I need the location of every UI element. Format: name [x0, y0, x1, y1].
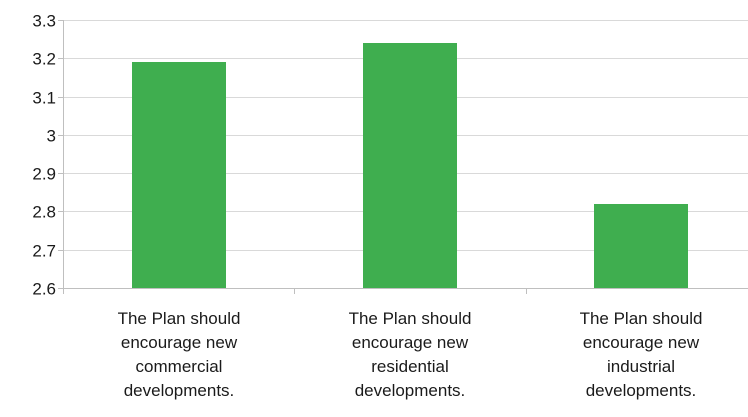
x-category-label-line: industrial [606, 357, 676, 376]
y-tick-label: 3 [47, 127, 56, 146]
bar [363, 43, 457, 288]
x-category-label-line: encourage new [120, 333, 238, 352]
y-tick-label: 2.6 [32, 280, 56, 299]
x-category-label-line: residential [371, 357, 449, 376]
x-category-label-line: developments. [585, 381, 697, 400]
x-category-label-line: The Plan should [579, 309, 703, 328]
y-tick-labels: 2.6 2.7 2.8 2.9 3 3.1 3.2 3.3 [32, 12, 56, 299]
x-category-label-line: developments. [123, 381, 235, 400]
x-category-label-line: The Plan should [348, 309, 472, 328]
x-category-label-line: The Plan should [117, 309, 241, 328]
y-tick-label: 2.7 [32, 242, 56, 261]
x-category-label-line: developments. [354, 381, 466, 400]
y-tick-label: 3.1 [32, 89, 56, 108]
bars [132, 43, 688, 288]
y-tick-label: 3.2 [32, 50, 56, 69]
x-category-label: The Plan should encourage new commercial de… [79, 307, 279, 403]
x-category-label: The Plan should encourage new residential d… [310, 307, 510, 403]
axes [58, 20, 748, 294]
bar [132, 62, 226, 288]
y-tick-label: 3.3 [32, 12, 56, 31]
x-category-label-line: encourage new [351, 333, 469, 352]
x-category-label: The Plan should encourage new industrial de… [541, 307, 741, 403]
y-tick-label: 2.9 [32, 165, 56, 184]
bar [594, 204, 688, 288]
y-tick-label: 2.8 [32, 203, 56, 222]
x-category-label-line: commercial [135, 357, 223, 376]
x-category-label-line: encourage new [582, 333, 700, 352]
